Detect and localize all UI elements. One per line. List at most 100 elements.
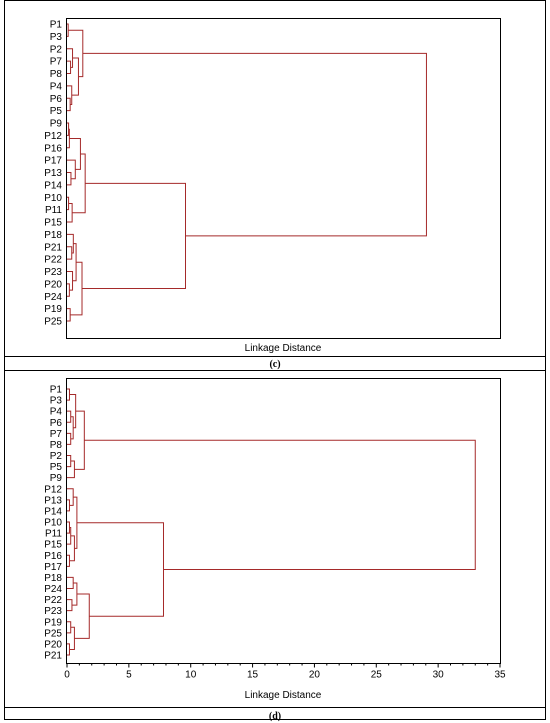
leaf-label: P8 [50, 69, 63, 80]
leaf-label: P3 [50, 32, 63, 43]
dendrogram-link [67, 202, 73, 223]
leaf-label: P24 [44, 292, 62, 303]
leaf-label: P11 [45, 205, 62, 216]
leaf-label: P15 [44, 540, 62, 551]
x-axis-label-d: Linkage Distance [245, 690, 322, 701]
leaf-label: P20 [44, 639, 62, 650]
x-tick-label: 20 [309, 670, 321, 681]
dendrogram-link [72, 153, 86, 214]
leaf-label: P21 [44, 242, 62, 253]
dendrogram-link [67, 643, 70, 656]
figure-frame [4, 0, 546, 720]
leaf-label: P14 [44, 180, 62, 191]
dendrogram-link [67, 554, 70, 567]
x-tick-label: 30 [433, 670, 445, 681]
x-axis-label-c: Linkage Distance [245, 343, 322, 354]
dendrogram-link [67, 196, 70, 211]
dendrogram-link [67, 576, 74, 589]
leaf-label: P12 [44, 131, 62, 142]
leaf-label: P1 [50, 20, 63, 31]
leaf-label: P2 [50, 451, 63, 462]
dendrogram-link [67, 499, 70, 512]
leaf-label: P25 [44, 628, 62, 639]
leaf-label: P24 [44, 584, 62, 595]
x-tick-label: 5 [126, 670, 132, 681]
leaf-label: P23 [44, 606, 62, 617]
leaf-label: P2 [50, 44, 63, 55]
x-tick-label: 0 [64, 670, 70, 681]
dendrogram-link [67, 621, 72, 634]
dendrogram-link [67, 455, 72, 468]
dendrogram-link [67, 233, 74, 254]
leaf-label: P18 [44, 573, 62, 584]
leaf-labels-d: P1P3P4P6P7P8P2P5P9P12P13P14P10P11P15P16P… [44, 385, 62, 662]
dendrogram-link [73, 496, 78, 549]
leaf-label: P15 [44, 218, 62, 229]
leaf-label: P23 [44, 267, 62, 278]
x-tick-label: 35 [494, 670, 506, 681]
leaf-label: P14 [44, 506, 62, 517]
dendrogram-links-d [67, 388, 476, 656]
leaf-label: P20 [44, 279, 62, 290]
panel-caption-d: (d) [269, 711, 281, 722]
leaf-label: P6 [50, 418, 63, 429]
dendrogram-link [67, 60, 72, 74]
leaf-label: P4 [50, 407, 63, 418]
dendrogram-link [67, 122, 70, 136]
leaf-label: P6 [50, 94, 63, 105]
dendrogram-link [70, 416, 74, 440]
dendrogram-link [67, 48, 74, 68]
leaf-label: P4 [50, 81, 63, 92]
leaf-label: P12 [44, 484, 62, 495]
leaf-label: P13 [44, 168, 62, 179]
dendrogram-link [67, 388, 70, 401]
dendrogram-link [71, 582, 78, 606]
leaf-label: P8 [50, 440, 63, 451]
leaf-label: P7 [50, 429, 63, 440]
leaf-label: P22 [44, 255, 62, 266]
dendrogram-link [67, 172, 72, 186]
dendrogram-link [67, 432, 72, 445]
leaf-label: P13 [44, 495, 62, 506]
dendrogram-link [67, 246, 73, 260]
x-tick-label: 10 [185, 670, 197, 681]
leaf-label: P19 [44, 304, 62, 315]
dendrogram-link [67, 527, 72, 545]
leaf-label: P5 [50, 462, 63, 473]
dendrogram-links-c [67, 23, 427, 322]
dendrogram-link [67, 85, 73, 105]
dendrogram-link [67, 23, 69, 37]
x-tick-label: 15 [247, 670, 259, 681]
leaf-label: P10 [44, 518, 62, 529]
leaf-label: P16 [44, 551, 62, 562]
dendrogram-link [67, 308, 71, 322]
panel-caption-c: (c) [269, 359, 280, 370]
leaf-label: P25 [44, 317, 62, 328]
plot-frame-d [66, 378, 501, 664]
leaf-label: P18 [44, 230, 62, 241]
leaf-label: P17 [44, 562, 62, 573]
leaf-label: P5 [50, 106, 63, 117]
plot-frame-c [66, 18, 501, 339]
leaf-label: P16 [44, 143, 62, 154]
dendrogram-link [67, 97, 71, 112]
leaf-label: P9 [50, 119, 63, 130]
dendrogram-link [67, 283, 70, 297]
leaf-label: P19 [44, 617, 62, 628]
dendrogram-link [67, 599, 73, 612]
dendrogram-link [67, 488, 74, 506]
leaf-label: P22 [44, 595, 62, 606]
x-tick-label: 25 [371, 670, 383, 681]
dendrogram-link [82, 182, 186, 290]
dendrogram-link [76, 522, 164, 617]
leaf-label: P10 [44, 193, 62, 204]
leaf-label: P11 [45, 529, 62, 540]
dendrogram-link [84, 439, 476, 570]
dendrogram-link [67, 521, 70, 534]
dendrogram-link [67, 410, 72, 423]
leaf-label: P9 [50, 473, 63, 484]
x-axis-ticks-d: 0 5 10 15 20 25 30 35 [64, 663, 506, 681]
leaf-label: P3 [50, 396, 63, 407]
